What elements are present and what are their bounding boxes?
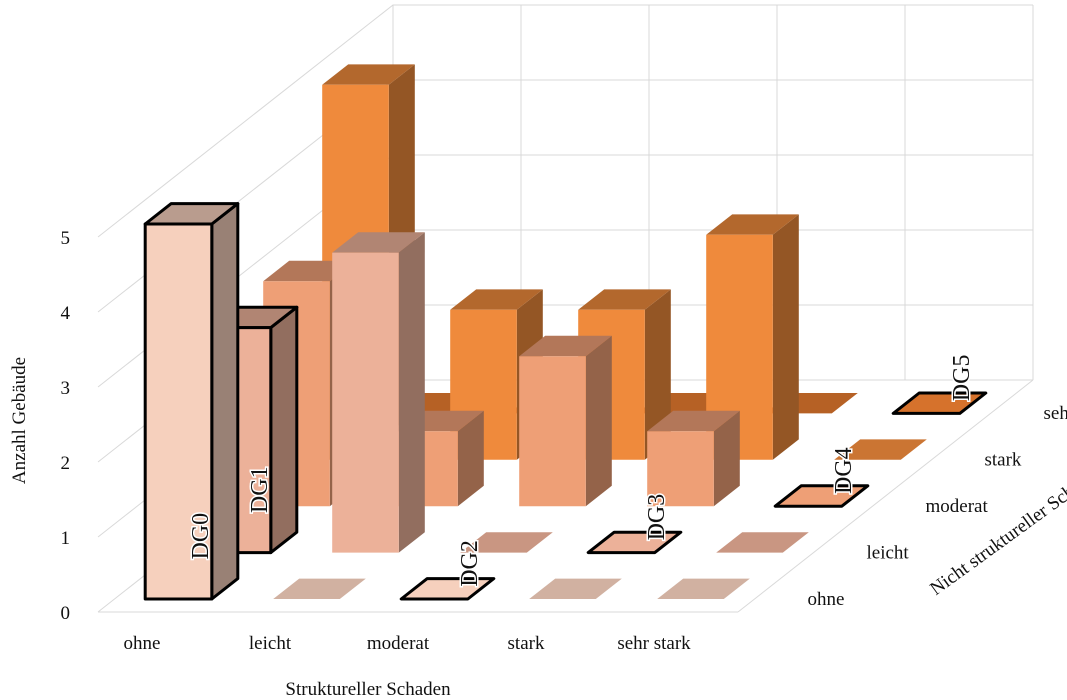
bar-side	[772, 214, 799, 460]
bar: DG4	[773, 446, 870, 508]
depth-category-label: stark	[985, 450, 1022, 471]
bar-side	[269, 305, 299, 555]
y-tick-label: 3	[61, 378, 71, 399]
bar-base	[657, 578, 750, 599]
bar-side	[398, 232, 425, 553]
bar: DG2	[399, 539, 496, 601]
chart-bars: DG5 DG4 DG1 DG3 DG0 DG2	[143, 64, 988, 601]
chart-labels: 0 1 2 3 4 5 ohne leicht moderat stark sehr stark oh…	[61, 228, 1067, 654]
bar-base	[716, 532, 809, 553]
bar	[716, 532, 809, 553]
depth-category-label: ohne	[808, 589, 845, 610]
bar: DG5	[891, 353, 988, 415]
bar	[273, 578, 366, 599]
bar-base	[529, 578, 622, 599]
bar-base	[460, 532, 553, 553]
y-axis-title: Anzahl Gebäude	[9, 357, 30, 484]
bar	[647, 410, 740, 507]
bar-base	[834, 439, 927, 460]
bar-side	[585, 335, 612, 507]
x-category-label: moderat	[367, 633, 430, 654]
bar-top	[322, 64, 415, 85]
depth-category-label: leicht	[867, 542, 910, 563]
bar	[460, 532, 553, 553]
bar-side	[644, 289, 671, 460]
depth-category-label: moderat	[926, 496, 989, 517]
x-category-label: stark	[508, 633, 545, 654]
bar	[706, 214, 799, 460]
bar-top	[450, 289, 543, 310]
bar-top	[706, 214, 799, 235]
bar-base	[586, 530, 683, 555]
bar: DG3	[586, 492, 683, 555]
bar	[332, 232, 425, 553]
bar-top	[647, 410, 740, 432]
bar-annotation: DG3	[644, 494, 670, 541]
x-axis-title: Struktureller Schaden	[285, 679, 451, 700]
bar-side	[210, 202, 240, 601]
bar-annotation: DG0	[188, 513, 214, 560]
bar	[657, 578, 750, 599]
y-tick-label: 0	[61, 603, 71, 624]
bar	[519, 335, 612, 507]
bar-base	[773, 484, 870, 508]
bar-base	[399, 577, 496, 601]
y-tick-label: 5	[61, 228, 71, 249]
y-tick-label: 4	[61, 303, 71, 324]
bar-top	[332, 232, 425, 253]
y-tick-label: 1	[61, 528, 71, 549]
bar-front	[143, 222, 214, 601]
bar-annotation: DG1	[247, 466, 273, 513]
bar-front	[706, 234, 773, 460]
depth-category-label: sehr stark	[1044, 403, 1067, 424]
bar	[834, 439, 927, 460]
bar-top	[578, 289, 671, 310]
bar-annotation: DG5	[949, 355, 975, 402]
bar-side	[713, 410, 740, 507]
bar-side	[457, 410, 484, 507]
depth-axis-title: Nicht struktureller Schaden	[926, 460, 1067, 600]
bar-front	[519, 356, 586, 507]
bar: DG0	[143, 202, 240, 601]
bar-front	[332, 252, 399, 553]
bar-front	[647, 431, 714, 507]
x-category-label: leicht	[249, 633, 292, 654]
y-tick-label: 2	[61, 453, 71, 474]
bar-top	[519, 335, 612, 357]
bar	[529, 578, 622, 599]
floor-edge	[737, 379, 1034, 613]
x-category-label: ohne	[124, 633, 161, 654]
bar-annotation: DG2	[457, 540, 483, 587]
bar-annotation: DG4	[831, 447, 857, 494]
bar-base	[891, 391, 988, 415]
x-category-label: sehr stark	[617, 633, 691, 654]
bar-base	[273, 578, 366, 599]
